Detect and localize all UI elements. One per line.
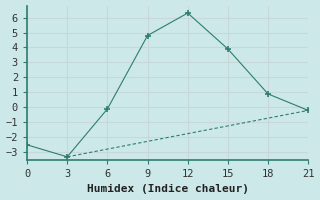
- X-axis label: Humidex (Indice chaleur): Humidex (Indice chaleur): [87, 184, 249, 194]
